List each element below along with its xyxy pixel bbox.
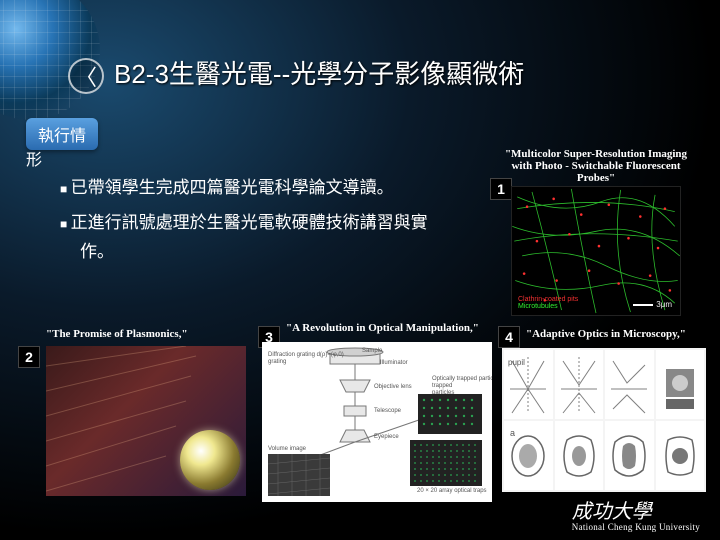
figure-1-legend: Clathrin-coated pits Microtubules: [518, 296, 578, 311]
svg-text:Eyepiece: Eyepiece: [374, 434, 399, 440]
figure-3-citation: "A Revolution in Optical Manipulation,": [286, 322, 479, 334]
bullet-item: 正進行訊號處理於生醫光電軟硬體技術講習與實作。: [60, 209, 460, 267]
svg-text:a: a: [510, 428, 515, 438]
back-button[interactable]: 〈: [68, 58, 104, 94]
svg-text:Sample: Sample: [362, 348, 383, 354]
university-name-en: National Cheng Kung University: [572, 522, 700, 532]
svg-text:Objective lens: Objective lens: [374, 384, 412, 390]
figure-2-citation: "The Promise of Plasmonics,": [46, 328, 188, 340]
svg-text:Optically trapped particles: Optically trapped particles: [432, 376, 492, 382]
svg-text:Illuminator: Illuminator: [380, 360, 408, 366]
bullet-list: 已帶領學生完成四篇醫光電科學論文導讀。 正進行訊號處理於生醫光電軟硬體技術講習與…: [60, 174, 460, 273]
figure-4-image: pupil a: [502, 348, 706, 492]
svg-text:20 × 20 array optical traps: 20 × 20 array optical traps: [417, 488, 487, 494]
figure-1-scalebar: 3μm: [633, 300, 672, 309]
bullet-item: 已帶領學生完成四篇醫光電科學論文導讀。: [60, 174, 460, 203]
svg-text:Telescope: Telescope: [374, 408, 402, 414]
figure-1-number: 1: [490, 178, 512, 200]
status-badge-line2: 形: [26, 146, 42, 170]
figure-1: "Multicolor Super-Resolution Imaging wit…: [496, 148, 696, 316]
figure-4-citation: "Adaptive Optics in Microscopy,": [526, 328, 686, 340]
svg-text:Volume image: Volume image: [268, 446, 307, 452]
figure-1-citation: "Multicolor Super-Resolution Imaging wit…: [496, 148, 696, 184]
figure-1-image: Clathrin-coated pits Microtubules 3μm: [511, 186, 681, 316]
figure-3-image: Diffraction grating d(ρ)=(φ,0) grating S…: [262, 342, 492, 502]
svg-text:grating: grating: [268, 359, 286, 365]
figure-2-image: [46, 346, 246, 496]
university-logo: 成功大學 National Cheng Kung University: [572, 495, 700, 532]
svg-text:pupil: pupil: [508, 358, 525, 367]
figure-2-number: 2: [18, 346, 40, 368]
university-name-zh: 成功大學: [572, 501, 652, 523]
chevron-left-icon: 〈: [75, 60, 97, 92]
svg-text:Diffraction grating d(ρ)=(φ,0): Diffraction grating d(ρ)=(φ,0): [268, 352, 344, 358]
svg-text:trapped: trapped: [432, 383, 452, 389]
figure-4-number: 4: [498, 326, 520, 348]
page-title: B2-3生醫光電--光學分子影像顯微術: [114, 54, 524, 91]
